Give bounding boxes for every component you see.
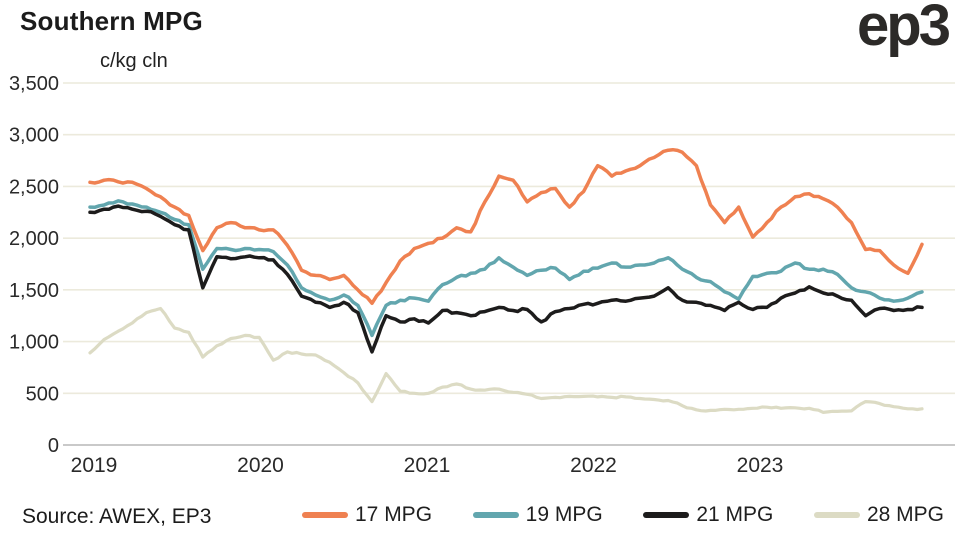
y-axis-label: 1,500 <box>9 280 59 302</box>
legend-swatch-19-mpg <box>472 512 519 518</box>
y-axis-label: 500 <box>26 383 59 405</box>
source-note: Source: AWEX, EP3 <box>22 505 212 528</box>
x-axis-label: 2021 <box>404 454 451 477</box>
legend-item-28-mpg: 28 MPG <box>813 503 944 527</box>
legend-swatch-21-mpg <box>643 512 690 518</box>
legend-label-17-mpg: 17 MPG <box>355 503 433 526</box>
chart-legend: 17 MPG 19 MPG 21 MPG 28 MPG <box>302 499 944 531</box>
y-axis-label: 3,500 <box>9 73 59 95</box>
y-axis-label: 3,000 <box>9 125 59 147</box>
y-axis-label: 2,000 <box>9 228 59 250</box>
x-axis-label: 2020 <box>237 454 284 477</box>
y-axis-label: 2,500 <box>9 176 59 198</box>
y-axis-label: 1,000 <box>9 332 59 354</box>
series-line-21-mpg <box>88 204 924 354</box>
ep3-logo: ep3 <box>857 0 951 58</box>
legend-item-17-mpg: 17 MPG <box>302 503 432 527</box>
legend-item-21-mpg: 21 MPG <box>643 503 773 527</box>
legend-swatch-28-mpg <box>813 512 860 518</box>
page-title: Southern MPG <box>20 6 203 36</box>
legend-label-19-mpg: 19 MPG <box>525 503 603 526</box>
legend-label-28-mpg: 28 MPG <box>866 503 944 526</box>
y-axis-label: 0 <box>48 435 59 457</box>
series-line-17-mpg <box>88 147 924 306</box>
series-line-19-mpg <box>88 199 924 338</box>
legend-swatch-17-mpg <box>302 512 348 518</box>
legend-item-19-mpg: 19 MPG <box>472 503 603 527</box>
legend-label-21-mpg: 21 MPG <box>696 503 774 526</box>
unit-label: c/kg cln <box>100 50 168 72</box>
x-axis-label: 2019 <box>71 454 118 477</box>
series-line-28-mpg <box>88 306 924 414</box>
x-axis-label: 2022 <box>570 454 617 477</box>
x-axis-label: 2023 <box>737 454 784 477</box>
